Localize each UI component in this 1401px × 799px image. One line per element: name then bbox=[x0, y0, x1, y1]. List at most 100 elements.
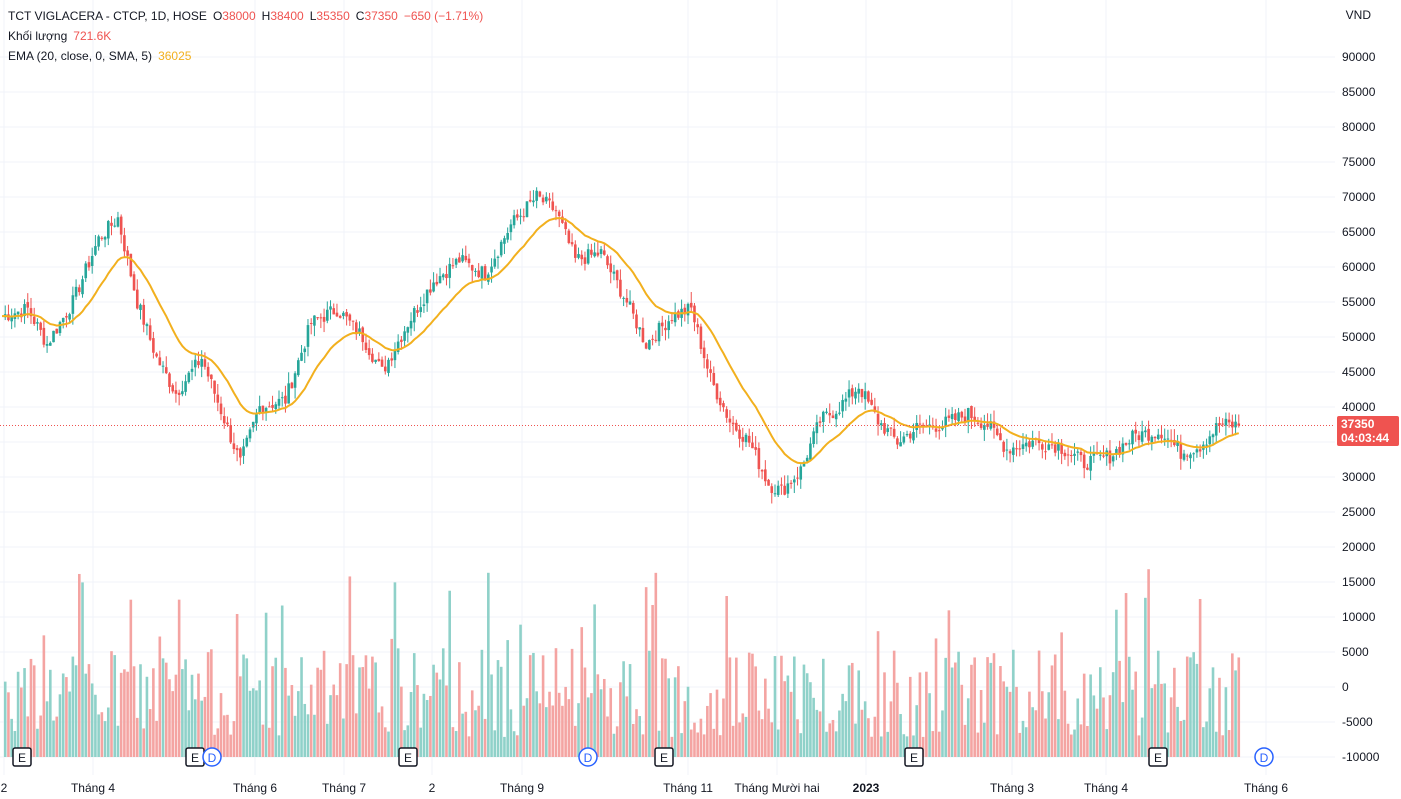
volume-bar bbox=[783, 681, 786, 757]
candle-body bbox=[193, 359, 197, 368]
volume-bar bbox=[915, 705, 919, 757]
volume-bar bbox=[1121, 702, 1125, 757]
volume-bar bbox=[673, 677, 677, 757]
volume-bar bbox=[863, 701, 867, 757]
volume-bar bbox=[325, 723, 329, 757]
candle-body bbox=[464, 255, 468, 261]
candle-body bbox=[123, 235, 126, 252]
volume-bar bbox=[905, 736, 909, 757]
candle-body bbox=[429, 289, 432, 293]
volume-bar bbox=[103, 721, 107, 757]
volume-bar bbox=[522, 705, 526, 757]
volume-bar bbox=[1202, 727, 1205, 757]
candle-body bbox=[999, 433, 1002, 441]
volume-bar bbox=[976, 732, 980, 757]
volume-bar bbox=[818, 711, 822, 757]
earnings-marker[interactable]: E bbox=[398, 747, 418, 767]
volume-bar bbox=[1211, 667, 1215, 757]
candle-body bbox=[39, 322, 42, 330]
price-tick-label: 75000 bbox=[1342, 155, 1376, 169]
volume-bar bbox=[139, 664, 142, 757]
candle-body bbox=[203, 359, 207, 367]
candle-body bbox=[1066, 454, 1070, 456]
volume-bar bbox=[1231, 653, 1234, 757]
volume-bar bbox=[757, 710, 761, 757]
volume-bar bbox=[741, 713, 745, 757]
volume-bar bbox=[406, 725, 410, 757]
candle-body bbox=[992, 421, 996, 428]
dividend-marker[interactable]: D bbox=[578, 747, 598, 767]
volume-bar bbox=[1115, 609, 1118, 757]
symbol-title[interactable]: TCT VIGLACERA - CTCP, 1D, HOSE bbox=[8, 9, 207, 23]
volume-bar bbox=[580, 627, 584, 757]
earnings-marker[interactable]: E bbox=[1148, 747, 1168, 767]
candle-body bbox=[747, 435, 751, 443]
volume-bar bbox=[789, 691, 793, 757]
volume-label[interactable]: Khối lượng bbox=[8, 29, 68, 43]
ema-line bbox=[1, 217, 1240, 465]
candle-body bbox=[383, 366, 387, 372]
candle-body bbox=[757, 448, 761, 470]
earnings-marker[interactable]: E bbox=[185, 747, 205, 767]
candle-body bbox=[42, 327, 46, 345]
volume-bar bbox=[316, 667, 319, 757]
volume-bar bbox=[268, 727, 271, 757]
candle-body bbox=[313, 315, 316, 326]
candle-body bbox=[1195, 449, 1199, 453]
candle-body bbox=[493, 258, 497, 267]
candle-body bbox=[1140, 431, 1144, 442]
volume-bar bbox=[383, 727, 387, 757]
price-axis-unit[interactable]: VND bbox=[1345, 8, 1371, 22]
candle-body bbox=[409, 320, 413, 329]
volume-bar bbox=[551, 705, 555, 757]
candle-body bbox=[699, 326, 703, 349]
candle-body bbox=[1015, 448, 1018, 450]
candle-body bbox=[960, 411, 964, 418]
volume-bar bbox=[68, 691, 71, 757]
candle-body bbox=[438, 276, 442, 284]
volume-bar bbox=[400, 686, 403, 757]
candle-body bbox=[1192, 453, 1195, 455]
volume-bar bbox=[280, 605, 284, 757]
volume-bar bbox=[879, 736, 883, 757]
candle-body bbox=[702, 347, 706, 359]
volume-bar bbox=[81, 582, 84, 757]
candle-body bbox=[113, 225, 117, 227]
volume-bar bbox=[232, 721, 236, 757]
dividend-marker[interactable]: D bbox=[202, 747, 222, 767]
candle-body bbox=[174, 390, 178, 394]
earnings-marker[interactable]: E bbox=[12, 747, 32, 767]
volume-bar bbox=[944, 657, 947, 757]
ema-label[interactable]: EMA (20, close, 0, SMA, 5) bbox=[8, 49, 153, 63]
candle-body bbox=[606, 256, 609, 266]
volume-bar bbox=[380, 706, 384, 757]
candle-body bbox=[509, 224, 513, 233]
volume-bar bbox=[371, 656, 374, 757]
volume-bar bbox=[999, 666, 1002, 757]
volume-bar bbox=[1137, 735, 1141, 757]
volume-bar bbox=[293, 715, 297, 757]
volume-bar bbox=[834, 731, 838, 757]
volume-bar bbox=[989, 662, 993, 757]
earnings-marker[interactable]: E bbox=[904, 747, 924, 767]
candle-body bbox=[1037, 439, 1041, 444]
volume-bar bbox=[1108, 695, 1112, 757]
volume-bar bbox=[564, 686, 567, 757]
candle-body bbox=[635, 314, 638, 329]
candle-body bbox=[422, 304, 426, 307]
candle-body bbox=[1028, 441, 1031, 448]
price-tick-label: 60000 bbox=[1342, 260, 1376, 274]
volume-bar bbox=[651, 604, 654, 757]
candle-body bbox=[918, 423, 922, 425]
earnings-marker[interactable]: E bbox=[654, 747, 674, 767]
volume-bar bbox=[812, 697, 815, 757]
candle-body bbox=[1079, 451, 1083, 456]
dividend-marker[interactable]: D bbox=[1254, 747, 1274, 767]
volume-bar bbox=[715, 689, 719, 757]
candle-body bbox=[380, 359, 384, 367]
volume-bar bbox=[412, 653, 416, 757]
candle-body bbox=[300, 352, 303, 361]
candle-body bbox=[937, 430, 941, 432]
volume-bar bbox=[177, 599, 181, 757]
